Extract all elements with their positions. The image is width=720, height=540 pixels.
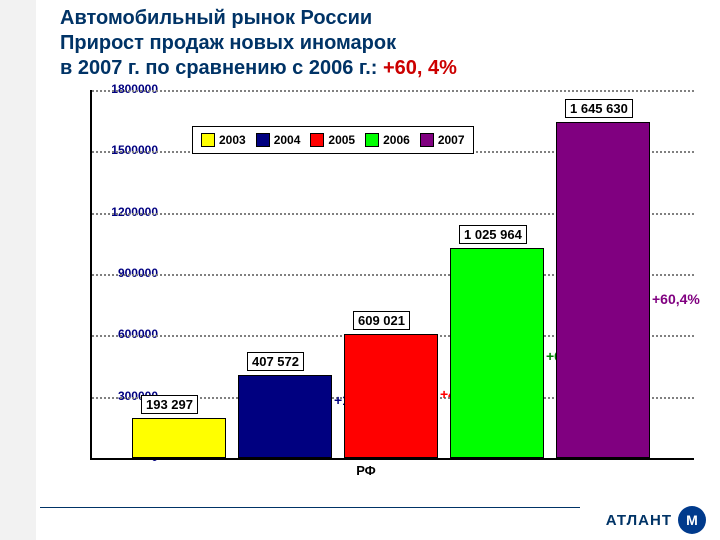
legend-label: 2006 bbox=[383, 133, 410, 147]
legend-item-2007: 2007 bbox=[420, 133, 465, 147]
bar-2006 bbox=[450, 248, 544, 458]
title-line-3: в 2007 г. по сравнению с 2006 г.: +60, 4… bbox=[60, 56, 690, 81]
chart-legend: 2003 2004 2005 2006 2007 bbox=[192, 126, 474, 154]
legend-swatch bbox=[365, 133, 379, 147]
bar-2004 bbox=[238, 375, 332, 458]
value-label-2003: 193 297 bbox=[141, 395, 198, 414]
legend-swatch bbox=[420, 133, 434, 147]
title-line-1: Автомобильный рынок России bbox=[60, 6, 690, 31]
legend-item-2006: 2006 bbox=[365, 133, 410, 147]
bar-2003 bbox=[132, 418, 226, 458]
legend-label: 2004 bbox=[274, 133, 301, 147]
slide-title: Автомобильный рынок России Прирост прода… bbox=[60, 6, 690, 81]
legend-swatch bbox=[256, 133, 270, 147]
brand-text: АТЛАНТ bbox=[606, 512, 672, 529]
legend-item-2005: 2005 bbox=[310, 133, 355, 147]
brand-badge-letter: M bbox=[686, 512, 698, 528]
footer-logo: АТЛАНТ M bbox=[606, 506, 706, 534]
value-label-2004: 407 572 bbox=[247, 352, 304, 371]
bar-2007 bbox=[556, 122, 650, 458]
chart-plot-area: 193 297407 572+110,4%609 021+49,4%1 025 … bbox=[90, 90, 694, 460]
footer-rule bbox=[40, 507, 580, 508]
legend-label: 2003 bbox=[219, 133, 246, 147]
x-axis-label: РФ bbox=[28, 463, 704, 478]
legend-label: 2005 bbox=[328, 133, 355, 147]
value-label-2007: 1 645 630 bbox=[565, 99, 633, 118]
title-line-2: Прирост продаж новых иномарок bbox=[60, 31, 690, 56]
legend-swatch bbox=[201, 133, 215, 147]
bar-2005 bbox=[344, 334, 438, 459]
legend-item-2004: 2004 bbox=[256, 133, 301, 147]
legend-label: 2007 bbox=[438, 133, 465, 147]
title-line-3-prefix: в 2007 г. по сравнению с 2006 г.: bbox=[60, 57, 383, 79]
slide: Автомобильный рынок России Прирост прода… bbox=[0, 0, 720, 540]
bar-chart: 0300000600000900000120000015000001800000… bbox=[28, 88, 704, 488]
value-label-2005: 609 021 bbox=[353, 311, 410, 330]
legend-swatch bbox=[310, 133, 324, 147]
legend-item-2003: 2003 bbox=[201, 133, 246, 147]
value-label-2006: 1 025 964 bbox=[459, 225, 527, 244]
title-line-3-accent: +60, 4% bbox=[383, 57, 457, 79]
pct-label-2007: +60,4% bbox=[652, 291, 700, 307]
brand-badge: M bbox=[678, 506, 706, 534]
